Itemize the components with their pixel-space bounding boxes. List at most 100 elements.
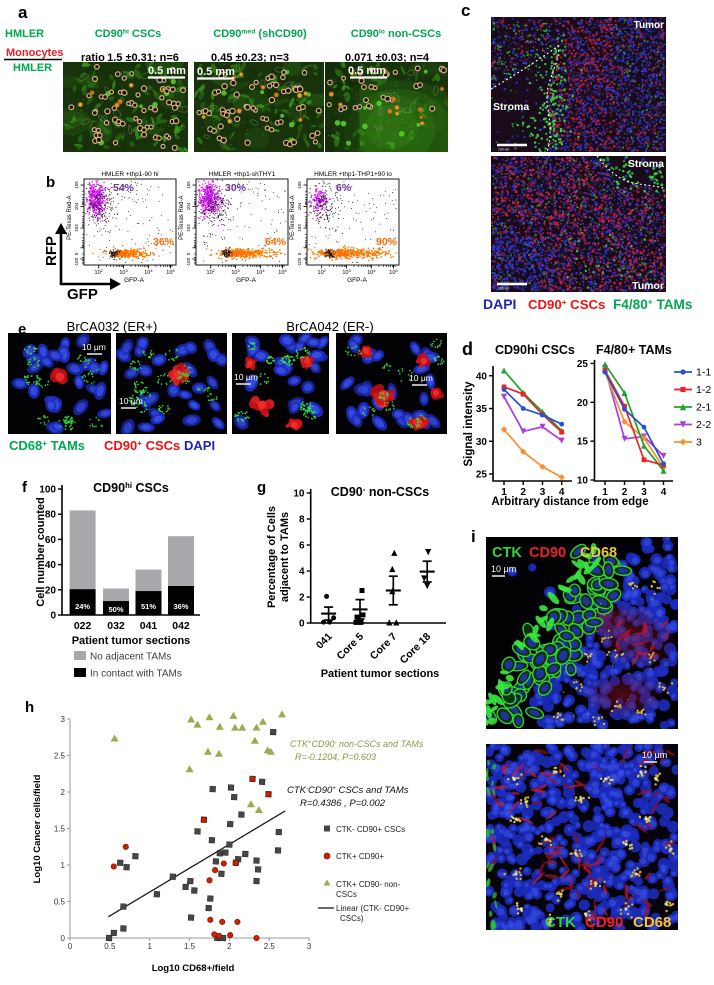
svg-text:R=-0.1204, P=0.603: R=-0.1204, P=0.603 (295, 752, 376, 762)
svg-text:2: 2 (520, 487, 526, 498)
svg-text:0: 0 (50, 611, 56, 622)
svg-text:h: h (25, 699, 34, 716)
svg-text:c: c (461, 1, 470, 20)
svg-text:3: 3 (61, 715, 66, 724)
svg-text:100 um: 100 um (498, 287, 509, 291)
svg-text:30: 30 (476, 437, 488, 448)
svg-text:2: 2 (299, 593, 305, 604)
svg-text:Patient tumor sections: Patient tumor sections (72, 635, 191, 647)
svg-text:f: f (22, 479, 28, 496)
svg-text:0.5: 0.5 (104, 942, 116, 951)
svg-text:104: 104 (144, 268, 153, 276)
svg-text:103: 103 (74, 224, 79, 232)
svg-text:0.5 mm: 0.5 mm (148, 65, 186, 77)
svg-text:104: 104 (297, 202, 302, 210)
svg-text:1: 1 (501, 487, 507, 498)
svg-text:4: 4 (559, 487, 565, 498)
svg-text:BrCA032 (ER+): BrCA032 (ER+) (67, 319, 158, 334)
svg-text:105: 105 (389, 268, 398, 276)
svg-text:0: 0 (68, 942, 73, 951)
svg-text:0.45 ±0.23; n=3: 0.45 ±0.23; n=3 (211, 52, 289, 64)
svg-text:4: 4 (299, 567, 305, 578)
svg-text:Signal intensity: Signal intensity (463, 381, 475, 467)
svg-text:51%: 51% (141, 602, 156, 611)
svg-text:041: 041 (314, 631, 335, 652)
svg-text:CTK-​CD90+​ CSCs and TAMs: CTK-​CD90+​ CSCs and TAMs (287, 785, 409, 796)
svg-text:2.5: 2.5 (264, 942, 276, 951)
svg-text:b: b (46, 174, 55, 191)
svg-text:36%: 36% (173, 602, 188, 611)
svg-text:e: e (18, 321, 26, 338)
svg-text:F4/80+ TAMs: F4/80+ TAMs (596, 343, 672, 357)
svg-text:8: 8 (299, 515, 305, 526)
svg-text:100: 100 (39, 485, 56, 496)
svg-text:RFP: RFP (43, 236, 60, 266)
svg-text:64%: 64% (265, 236, 287, 248)
svg-text:105: 105 (278, 268, 287, 276)
svg-text:PE-Texas Red-A: PE-Texas Red-A (179, 196, 185, 240)
svg-text:F4/80+​ TAMs: F4/80+​ TAMs (613, 297, 692, 312)
svg-text:10 μm: 10 μm (82, 342, 106, 352)
svg-text:-103: -103 (186, 257, 191, 267)
svg-text:24%: 24% (75, 602, 90, 611)
svg-text:CTK+​CD90-​ non-CSCs and TAMs: CTK+​CD90-​ non-CSCs and TAMs (290, 739, 424, 749)
svg-text:032: 032 (107, 620, 125, 632)
svg-text:104: 104 (367, 268, 376, 276)
svg-text:-103: -103 (74, 257, 79, 267)
svg-text:105: 105 (297, 181, 302, 189)
svg-text:104: 104 (186, 202, 191, 210)
svg-text:3: 3 (641, 487, 647, 498)
svg-text:104: 104 (256, 268, 265, 276)
svg-text:4: 4 (661, 487, 667, 498)
svg-text:15: 15 (577, 437, 589, 448)
svg-text:0.071 ±0.03; n=4: 0.071 ±0.03; n=4 (345, 52, 430, 64)
svg-text:103: 103 (342, 268, 351, 276)
svg-text:ratio: ratio (81, 52, 105, 64)
svg-text:2: 2 (227, 942, 232, 951)
svg-text:HMLER +thp1-THP1+90 lo: HMLER +thp1-THP1+90 lo (314, 171, 392, 178)
svg-text:3: 3 (540, 487, 546, 498)
svg-text:Tumor: Tumor (634, 20, 664, 31)
svg-text:042: 042 (172, 620, 190, 632)
svg-text:1.5 ±0.31; n=6: 1.5 ±0.31; n=6 (107, 52, 179, 64)
svg-text:54%: 54% (113, 182, 135, 194)
svg-text:6: 6 (299, 541, 305, 552)
svg-text:6%: 6% (336, 182, 352, 194)
svg-text:0.5 mm: 0.5 mm (348, 65, 386, 77)
svg-text:10: 10 (577, 476, 589, 487)
svg-text:g: g (257, 479, 266, 496)
svg-text:Tumor: Tumor (632, 280, 664, 292)
svg-text:40: 40 (476, 371, 488, 382)
svg-text:2.5: 2.5 (54, 751, 66, 760)
svg-text:10 μm: 10 μm (234, 372, 258, 382)
svg-text:PE-Texas Red-A: PE-Texas Red-A (67, 196, 73, 240)
svg-text:CTK: CTK (545, 914, 576, 931)
svg-text:CTK- CD90+ CSCs: CTK- CD90+ CSCs (336, 825, 405, 834)
svg-text:GFP-A: GFP-A (124, 277, 145, 284)
svg-text:CD90: CD90 (585, 914, 623, 931)
svg-text:Cell number counted: Cell number counted (35, 497, 47, 606)
svg-text:80: 80 (45, 510, 57, 521)
svg-text:Linear (CTK- CD90+: Linear (CTK- CD90+ (336, 904, 409, 913)
svg-text:CD90: CD90 (529, 545, 566, 561)
svg-text:1: 1 (61, 861, 66, 870)
svg-text:10: 10 (293, 489, 305, 500)
svg-text:104: 104 (74, 202, 79, 210)
svg-text:105: 105 (74, 181, 79, 189)
svg-text:CTK: CTK (492, 545, 522, 561)
svg-text:Patient tumor sections: Patient tumor sections (321, 668, 440, 680)
svg-text:CTK+ CD90- non-: CTK+ CD90- non- (336, 880, 401, 889)
svg-text:CD90-​ non-CSCs: CD90-​ non-CSCs (331, 485, 430, 499)
svg-text:041: 041 (140, 620, 158, 632)
svg-text:CSCs: CSCs (336, 890, 357, 899)
svg-text:HMLER: HMLER (13, 62, 52, 74)
svg-text:GFP-A: GFP-A (236, 277, 257, 284)
svg-text:CD68: CD68 (580, 545, 617, 561)
svg-text:1-1: 1-1 (696, 367, 711, 379)
svg-text:a: a (18, 3, 28, 22)
svg-text:Core 18: Core 18 (398, 631, 434, 667)
svg-text:-103: -103 (297, 257, 302, 267)
svg-text:BrCA042 (ER-): BrCA042 (ER-) (286, 319, 373, 334)
svg-text:103: 103 (297, 224, 302, 232)
svg-text:Arbitrary distance from edge: Arbitrary distance from edge (491, 496, 648, 508)
